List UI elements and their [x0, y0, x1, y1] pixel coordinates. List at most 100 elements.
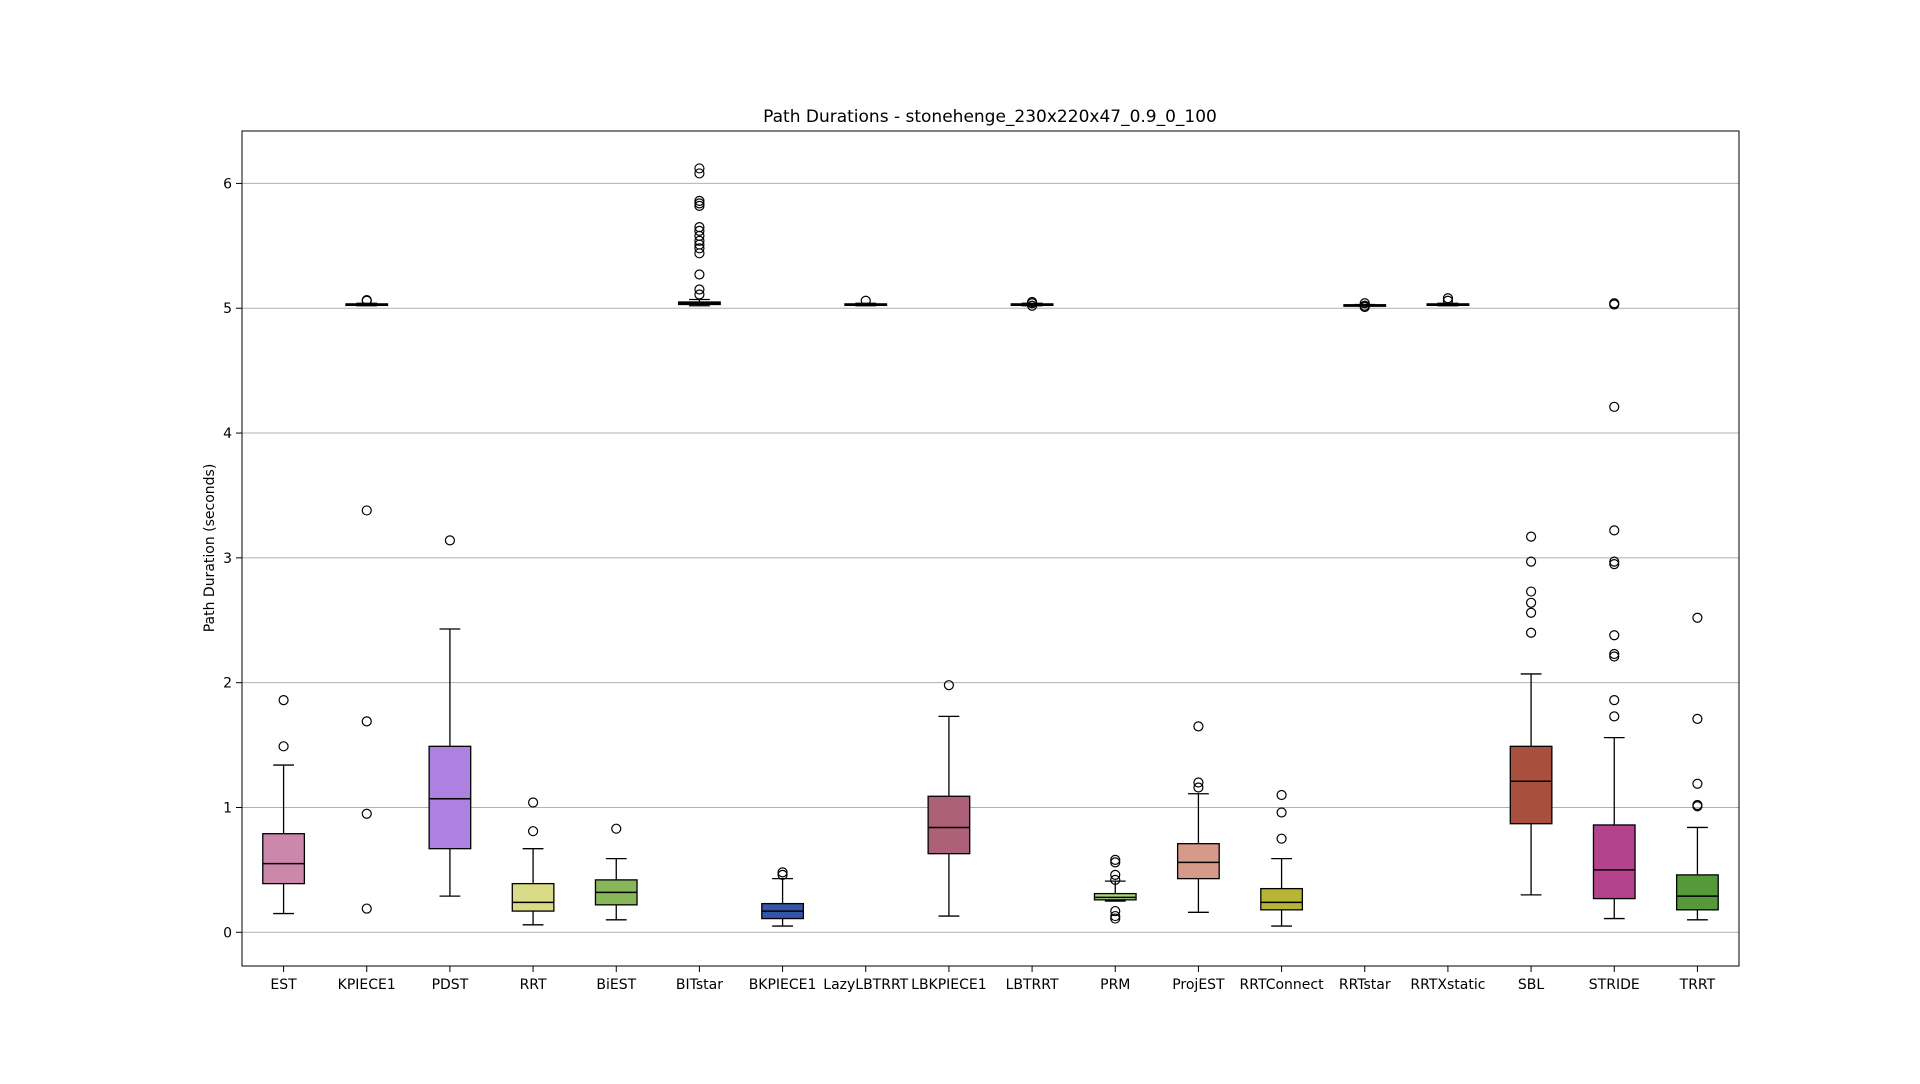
outlier-point	[527, 826, 539, 837]
outlier-point	[361, 505, 372, 516]
outlier-point	[694, 200, 705, 211]
box-iqr	[1675, 874, 1719, 911]
y-tick-label: 2	[223, 676, 232, 692]
outlier-point	[1193, 782, 1204, 793]
outlier-point	[1110, 854, 1121, 866]
box-LBKPIECE1	[927, 680, 971, 917]
outlier-point	[1692, 778, 1703, 789]
box-STRIDE	[1592, 298, 1636, 920]
outlier-point	[611, 823, 622, 834]
x-ticks: EST KPIECE1 PDST RRT BiEST BITstar BKPIECE1 Laz…	[270, 966, 1716, 993]
outlier-point	[694, 195, 705, 206]
x-tick-label: KPIECE1	[338, 977, 396, 993]
outlier-point	[694, 269, 705, 280]
y-tick-label: 5	[223, 301, 232, 317]
outlier-point	[694, 163, 705, 174]
y-ticks: 0 1 2 3 4 5 6	[223, 176, 242, 941]
outlier-point	[1609, 630, 1620, 641]
box-iqr	[1592, 824, 1636, 900]
outlier-point	[361, 903, 372, 914]
outlier-point	[1609, 711, 1620, 722]
box-iqr	[1176, 843, 1220, 880]
outlier-point	[1026, 300, 1038, 311]
y-tick-label: 3	[223, 551, 232, 567]
box-BITstar	[677, 163, 721, 307]
outlier-point	[361, 295, 372, 306]
x-tick-label: BKPIECE1	[749, 977, 817, 993]
outlier-point	[1110, 905, 1121, 917]
box-RRTstar	[1343, 298, 1387, 313]
outlier-point	[1525, 627, 1537, 638]
outlier-point	[1110, 857, 1121, 868]
box-KPIECE1	[345, 295, 389, 914]
outlier-point	[1110, 874, 1121, 885]
outlier-point	[694, 243, 705, 254]
chart-title: Path Durations - stonehenge_230x220x47_0…	[763, 107, 1217, 127]
box-BKPIECE1	[761, 867, 805, 927]
x-tick-label: PRM	[1100, 977, 1130, 993]
outlier-point	[1525, 597, 1537, 608]
y-tick-label: 1	[223, 800, 232, 816]
box-ProjEST	[1176, 721, 1220, 913]
outlier-point	[1442, 295, 1454, 306]
x-tick-label: RRTXstatic	[1410, 977, 1485, 993]
box-iqr	[1509, 745, 1553, 825]
box-PDST	[428, 535, 472, 897]
outlier-point	[1525, 531, 1537, 542]
outlier-point	[1609, 559, 1620, 570]
outlier-point	[1525, 586, 1537, 597]
box-PRM	[1093, 854, 1137, 924]
x-tick-label: EST	[270, 977, 297, 993]
outlier-point	[694, 284, 705, 295]
box-SBL	[1509, 531, 1553, 896]
outlier-point	[1359, 300, 1370, 311]
outlier-point	[1525, 607, 1537, 618]
box-iqr	[262, 833, 306, 885]
outlier-point	[694, 235, 705, 246]
box-LBTRRT	[1010, 296, 1054, 311]
outlier-point	[1276, 789, 1287, 801]
outlier-point	[1609, 695, 1620, 706]
plot-frame	[241, 130, 1740, 967]
outlier-point	[943, 680, 955, 691]
y-tick-label: 0	[223, 925, 232, 941]
outlier-point	[278, 695, 289, 706]
x-tick-label: LazyLBTRRT	[823, 977, 908, 993]
outlier-point	[1193, 721, 1204, 732]
outlier-point	[694, 289, 705, 300]
outlier-point	[1110, 913, 1121, 924]
x-tick-label: TRRT	[1679, 977, 1716, 993]
outlier-point	[1692, 713, 1703, 724]
y-tick-label: 4	[223, 426, 232, 442]
outlier-point	[1276, 833, 1287, 844]
outlier-point	[1609, 298, 1620, 309]
outlier-point	[1110, 910, 1121, 922]
outlier-point	[278, 741, 289, 752]
y-axis-label: Path Duration (seconds)	[202, 464, 218, 633]
outlier-point	[1692, 799, 1703, 811]
grid-lines	[242, 182, 1739, 933]
outlier-point	[361, 808, 372, 819]
outlier-point	[1609, 651, 1620, 662]
x-tick-label: ProjEST	[1172, 977, 1225, 993]
box-RRTConnect	[1260, 789, 1304, 927]
outlier-point	[1359, 298, 1370, 309]
boxes	[262, 163, 1719, 927]
outlier-point	[694, 222, 705, 233]
outlier-point	[1442, 293, 1454, 304]
outlier-point	[1193, 777, 1204, 788]
outlier-point	[1609, 525, 1620, 536]
x-tick-label: STRIDE	[1589, 977, 1640, 993]
outlier-point	[1609, 556, 1620, 567]
outlier-point	[1609, 401, 1620, 412]
outlier-point	[527, 797, 539, 808]
x-tick-label: RRTstar	[1339, 977, 1391, 993]
outlier-point	[777, 869, 788, 880]
outlier-point	[361, 716, 372, 727]
box-RRTXstatic	[1426, 293, 1470, 307]
outlier-point	[1525, 556, 1537, 567]
x-tick-label: SBL	[1518, 977, 1544, 993]
box-RRT	[511, 797, 555, 926]
